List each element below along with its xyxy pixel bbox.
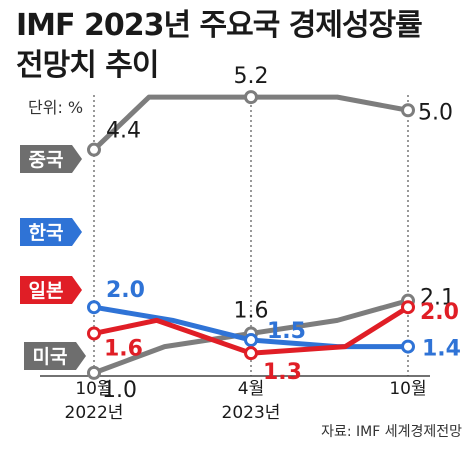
data-label: 1.6 xyxy=(234,298,269,323)
data-label: 4.4 xyxy=(106,119,141,144)
data-point xyxy=(401,103,415,118)
data-point xyxy=(244,346,258,361)
data-label: 1.0 xyxy=(102,378,137,403)
data-label: 2.0 xyxy=(420,300,459,325)
title-line-1: IMF 2023년 주요국 경제성장률 xyxy=(16,8,423,43)
data-label: 1.3 xyxy=(263,360,302,385)
data-label: 5.2 xyxy=(234,64,269,89)
data-point xyxy=(401,339,415,354)
legend-label: 미국 xyxy=(33,346,68,368)
data-label: 1.6 xyxy=(104,336,143,361)
data-label: 1.5 xyxy=(267,319,306,344)
legend-label: 중국 xyxy=(29,149,64,171)
x-tick-label-month: 10월 xyxy=(75,379,112,399)
data-point xyxy=(87,365,101,380)
data-point xyxy=(244,333,258,348)
legend-label: 일본 xyxy=(29,280,64,302)
data-label: 5.0 xyxy=(418,100,453,125)
legend-badge xyxy=(20,218,82,246)
source-note: 자료: IMF 세계경제전망 xyxy=(321,424,462,440)
data-point xyxy=(87,326,101,341)
x-tick-label-year: 2023년 xyxy=(222,403,281,423)
legend-badge xyxy=(24,342,86,370)
legend-badge xyxy=(20,145,82,173)
x-tick-label-month: 10월 xyxy=(389,379,426,399)
data-label: 1.4 xyxy=(422,337,461,362)
legend-badge xyxy=(20,276,82,304)
data-label: 2.1 xyxy=(420,286,455,311)
data-point xyxy=(87,142,101,157)
x-tick-label-month: 4월 xyxy=(238,379,264,399)
title-line-2: 전망치 추이 xyxy=(16,48,159,83)
data-point xyxy=(401,300,415,315)
data-point xyxy=(244,90,258,105)
unit-label: 단위: % xyxy=(28,98,84,117)
data-label: 2.0 xyxy=(106,278,145,303)
chart-title: IMF 2023년 주요국 경제성장률 전망치 추이 xyxy=(16,6,423,86)
data-point xyxy=(87,300,101,315)
legend-label: 한국 xyxy=(29,222,64,244)
x-tick-label-year: 2022년 xyxy=(65,403,124,423)
